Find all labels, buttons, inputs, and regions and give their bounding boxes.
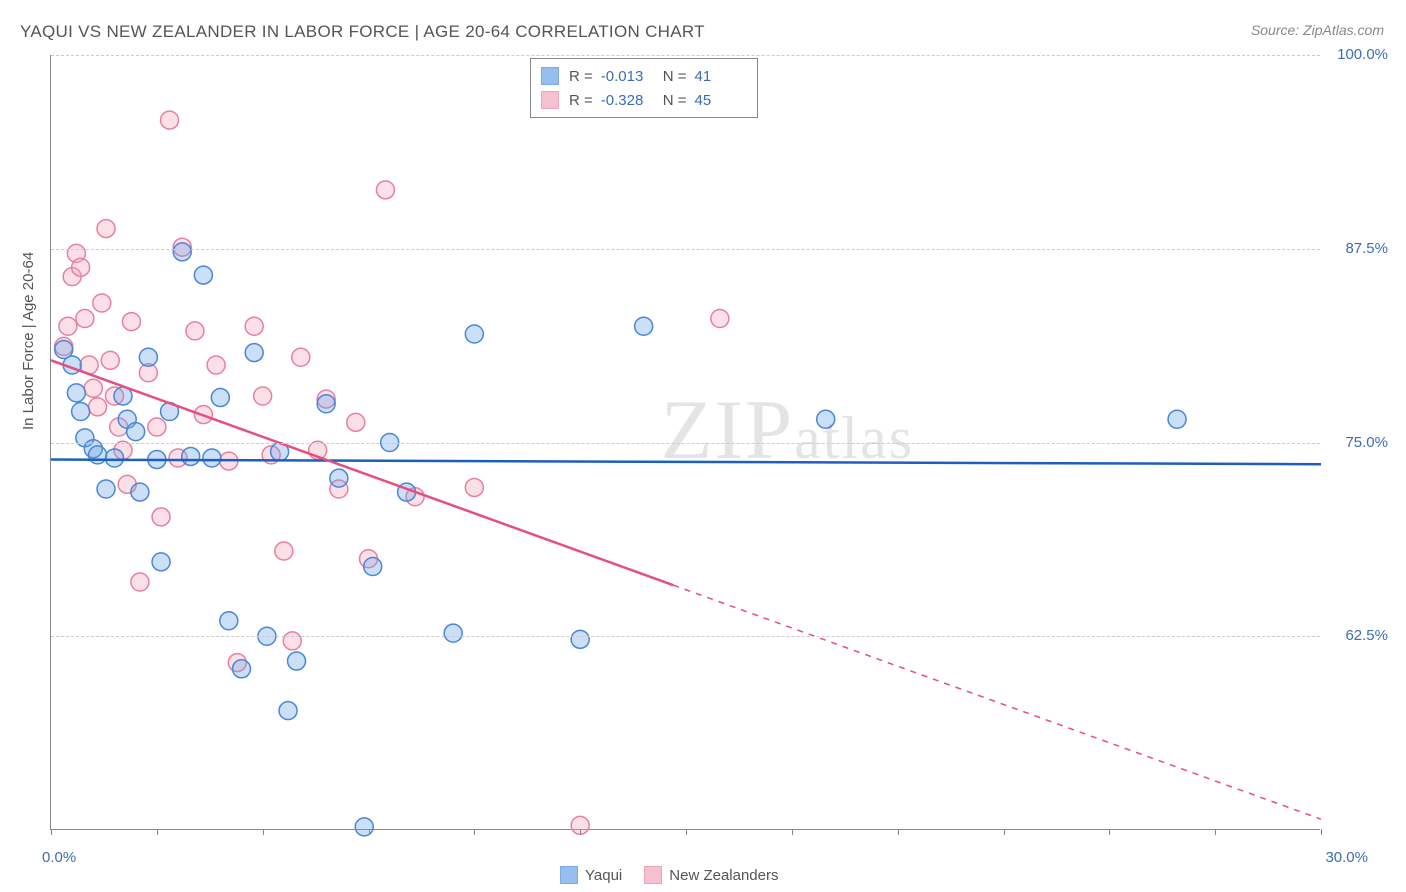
legend-label-1: New Zealanders [669, 867, 778, 884]
data-point [817, 410, 835, 428]
data-point [122, 313, 140, 331]
legend-stats-row-0: R = -0.013 N = 41 [541, 64, 747, 88]
y-tick-label: 100.0% [1328, 46, 1388, 63]
r-label: R = [569, 68, 593, 85]
n-label: N = [663, 68, 687, 85]
data-point [84, 379, 102, 397]
data-point [288, 652, 306, 670]
legend-stats-row-1: R = -0.328 N = 45 [541, 88, 747, 112]
data-point [233, 660, 251, 678]
data-point [347, 413, 365, 431]
data-point [152, 553, 170, 571]
y-axis-label: In Labor Force | Age 20-64 [20, 252, 37, 430]
x-axis-max-label: 30.0% [1325, 849, 1368, 866]
y-tick-label: 75.0% [1328, 434, 1388, 451]
trend-line [51, 460, 1321, 465]
legend-swatch-b0 [560, 866, 578, 884]
data-point [106, 449, 124, 467]
n-label: N = [663, 92, 687, 109]
legend-item-1: New Zealanders [644, 866, 778, 884]
data-point [161, 111, 179, 129]
data-point [72, 403, 90, 421]
data-point [1168, 410, 1186, 428]
data-point [292, 348, 310, 366]
data-point [131, 573, 149, 591]
data-point [245, 317, 263, 335]
data-point [148, 418, 166, 436]
data-point [152, 508, 170, 526]
data-point [203, 449, 221, 467]
data-point [635, 317, 653, 335]
data-point [571, 630, 589, 648]
data-point [127, 423, 145, 441]
data-point [72, 258, 90, 276]
legend-swatch-b1 [644, 866, 662, 884]
data-point [364, 558, 382, 576]
legend-stats: R = -0.013 N = 41 R = -0.328 N = 45 [530, 58, 758, 118]
data-point [245, 344, 263, 362]
data-point [182, 447, 200, 465]
r-label: R = [569, 92, 593, 109]
x-axis-min-label: 0.0% [42, 849, 76, 866]
data-point [97, 220, 115, 238]
r-value-0: -0.013 [601, 68, 653, 85]
chart-title: YAQUI VS NEW ZEALANDER IN LABOR FORCE | … [20, 22, 705, 42]
y-tick-label: 87.5% [1328, 240, 1388, 257]
data-point [444, 624, 462, 642]
source-attribution: Source: ZipAtlas.com [1251, 22, 1384, 38]
data-point [76, 310, 94, 328]
legend-label-0: Yaqui [585, 867, 622, 884]
legend-item-0: Yaqui [560, 866, 622, 884]
data-point [59, 317, 77, 335]
data-point [711, 310, 729, 328]
legend-series: Yaqui New Zealanders [560, 866, 778, 884]
data-point [279, 702, 297, 720]
data-point [207, 356, 225, 374]
data-point [131, 483, 149, 501]
chart-container: YAQUI VS NEW ZEALANDER IN LABOR FORCE | … [0, 0, 1406, 892]
data-point [254, 387, 272, 405]
data-point [173, 243, 191, 261]
data-point [465, 325, 483, 343]
data-point [97, 480, 115, 498]
legend-swatch-0 [541, 67, 559, 85]
data-point [89, 398, 107, 416]
data-point [186, 322, 204, 340]
data-point [465, 478, 483, 496]
data-point [194, 266, 212, 284]
plot-area: ZIPatlas [50, 55, 1320, 830]
legend-swatch-1 [541, 91, 559, 109]
data-point [330, 469, 348, 487]
data-point [376, 181, 394, 199]
data-point [275, 542, 293, 560]
n-value-0: 41 [695, 68, 747, 85]
data-point [89, 446, 107, 464]
n-value-1: 45 [695, 92, 747, 109]
data-point [211, 389, 229, 407]
data-point [67, 384, 85, 402]
data-point [101, 351, 119, 369]
data-point [283, 632, 301, 650]
r-value-1: -0.328 [601, 92, 653, 109]
data-point [317, 395, 335, 413]
trend-line-dashed [673, 585, 1321, 819]
data-point [139, 348, 157, 366]
y-tick-label: 62.5% [1328, 627, 1388, 644]
data-point [93, 294, 111, 312]
data-point [355, 818, 373, 836]
data-point [220, 612, 238, 630]
